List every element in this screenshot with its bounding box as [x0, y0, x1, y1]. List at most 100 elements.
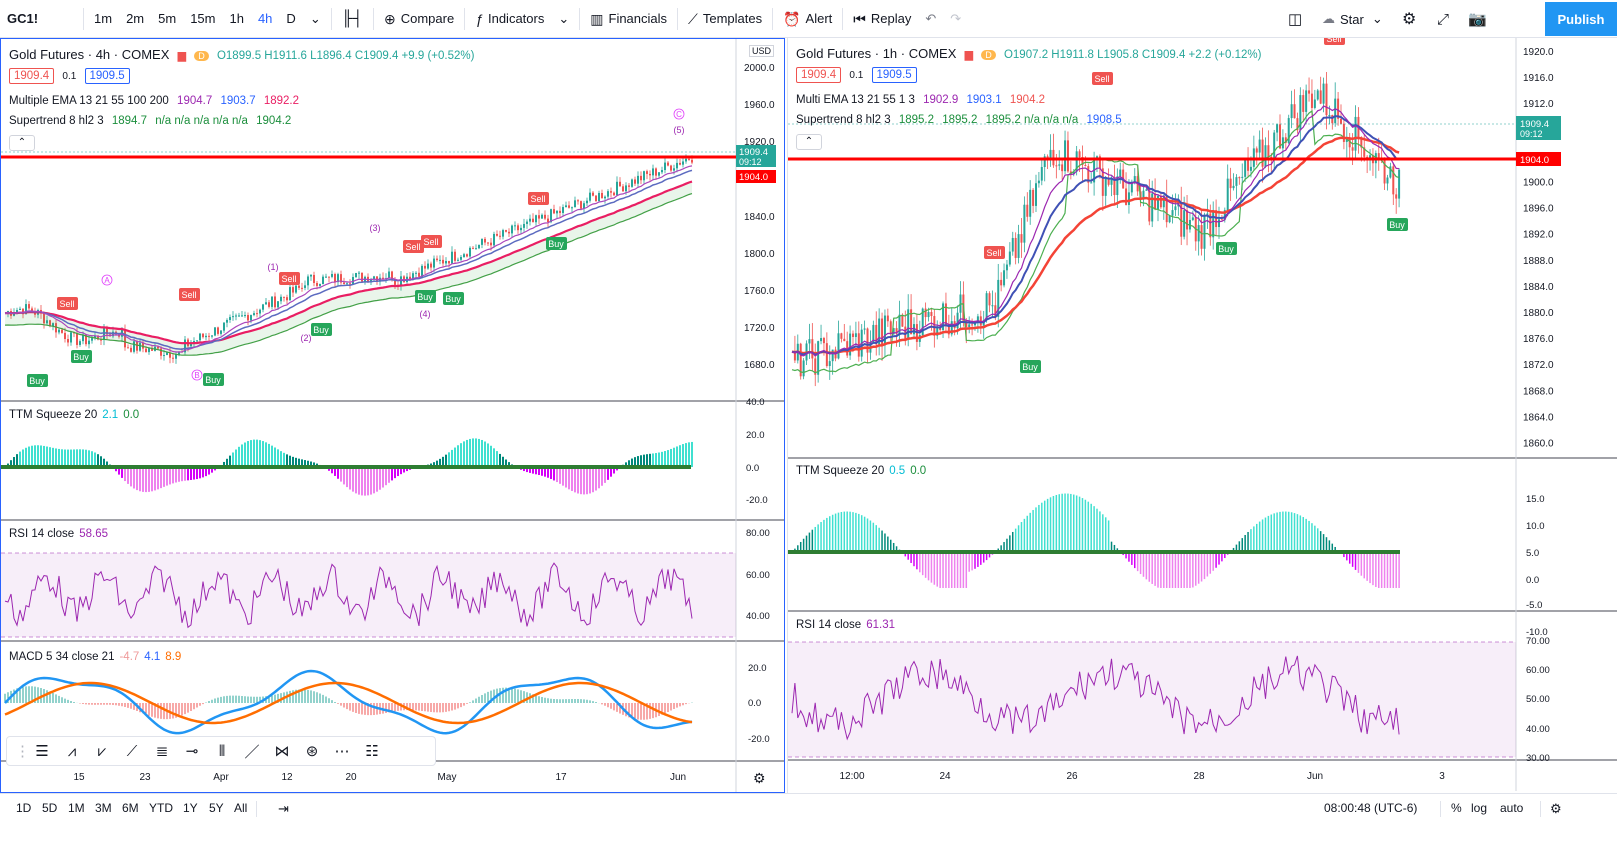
symbol-search[interactable]: GC1!	[7, 11, 39, 26]
sell-signal-badge	[1324, 38, 1345, 45]
left-axis-settings-gear-icon[interactable]: ⚙	[753, 770, 766, 786]
left-ema-legend[interactable]: Multiple EMA 13 21 55 100 200 1904.7 190…	[9, 95, 304, 107]
buy-signal-badge	[546, 237, 567, 250]
range-6m[interactable]: 6M	[122, 801, 139, 815]
buy-signal-label: Buy	[29, 376, 45, 386]
log-toggle[interactable]: log	[1471, 801, 1488, 815]
camera-icon[interactable]: 📷	[1468, 11, 1487, 28]
interval-1m[interactable]: 1m	[94, 11, 113, 26]
left-ttm-legend[interactable]: TTM Squeeze 20 2.1 0.0	[9, 409, 144, 421]
divider	[842, 7, 844, 30]
right-rsi-legend[interactable]: RSI 14 close 61.31	[796, 619, 900, 631]
alert-button[interactable]: ⏰ Alert	[776, 0, 839, 38]
interval-5m[interactable]: 5m	[158, 11, 177, 26]
right-chart-canvas[interactable]: 1920.01916.01912.01908.01904.01900.01896…	[788, 38, 1617, 793]
interval-1h[interactable]: 1h	[229, 11, 244, 26]
right-ema-legend[interactable]: Multi EMA 13 21 55 1 3 1902.9 1903.1 190…	[796, 94, 1050, 106]
range-1m[interactable]: 1M	[68, 801, 85, 815]
candle-body	[831, 349, 834, 362]
fib-icon[interactable]: ≣	[155, 743, 169, 760]
abc-wave-icon[interactable]: ⩗	[97, 742, 107, 760]
horizontal-ray-icon[interactable]: ⊸	[185, 743, 199, 760]
price-tick-label: 1912.0	[1523, 99, 1554, 110]
interval-d[interactable]: D	[286, 11, 296, 26]
right-ttm-legend[interactable]: TTM Squeeze 20 0.5 0.0	[796, 465, 931, 477]
range-3m[interactable]: 3M	[95, 801, 112, 815]
brush-icon[interactable]: ⟋	[126, 742, 138, 760]
candle-body	[556, 210, 558, 214]
ttm-tick: -10.0	[1526, 627, 1548, 638]
collapse-legend-icon[interactable]: ⌃	[796, 134, 822, 150]
candle-body	[295, 285, 297, 293]
left-chart-canvas[interactable]: 2000.01960.01920.01880.01840.01800.01760…	[1, 39, 784, 792]
range-5y[interactable]: 5Y	[209, 801, 224, 815]
candle-body	[607, 191, 609, 197]
compare-button[interactable]: ⊕ Compare	[377, 0, 461, 38]
ttm-val-1: 0.5	[889, 465, 906, 477]
ask-box[interactable]: 1909.5	[84, 68, 130, 84]
interval-15m[interactable]: 15m	[190, 11, 216, 26]
ask-box[interactable]: 1909.5	[871, 67, 917, 83]
left-symbol-title: Gold Futures · 4h · COMEX	[9, 47, 170, 62]
left-chart-pane[interactable]: 2000.01960.01920.01880.01840.01800.01760…	[0, 38, 785, 793]
candle-body	[49, 320, 51, 327]
range-ytd[interactable]: YTD	[149, 801, 173, 815]
bid-box[interactable]: 1909.4	[9, 68, 55, 84]
settings-list-icon[interactable]: ☷	[365, 743, 379, 760]
percent-toggle[interactable]: %	[1451, 801, 1462, 815]
elliott-wave-icon[interactable]: ⩘	[67, 742, 77, 760]
parallel-channel-icon[interactable]: ⋯	[334, 743, 350, 760]
horizontal-lines-icon[interactable]: ☰	[35, 743, 49, 760]
layout-icon[interactable]: ◫	[1288, 11, 1303, 28]
right-supertrend-legend[interactable]: Supertrend 8 hl2 3 1895.2 1895.2 1895.2 …	[796, 114, 1127, 126]
candle-body	[1197, 225, 1200, 242]
financials-button[interactable]: ▥ Financials	[583, 0, 674, 38]
left-supertrend-legend[interactable]: Supertrend 8 hl2 3 1894.7 n/a n/a n/a n/…	[9, 115, 296, 127]
left-rsi-legend[interactable]: RSI 14 close 58.65	[9, 528, 113, 540]
range-1y[interactable]: 1Y	[183, 801, 198, 815]
last-price-countdown: 09:12	[1520, 129, 1543, 139]
undo-icon[interactable]: ↶	[925, 10, 937, 26]
goto-date-icon[interactable]: ⇥	[278, 801, 289, 816]
range-1d[interactable]: 1D	[16, 801, 32, 815]
candle-body	[1037, 180, 1040, 184]
right-chart-pane[interactable]: 1920.01916.01912.01908.01904.01900.01896…	[787, 38, 1617, 793]
replay-button[interactable]: ⏮ Replay	[846, 0, 918, 38]
redo-icon[interactable]: ↷	[950, 10, 962, 26]
templates-button[interactable]: ⟋ Templates	[681, 0, 769, 38]
time-axis-label: 26	[1066, 771, 1078, 782]
clock-time[interactable]: 08:00:48 (UTC-6)	[1324, 801, 1418, 815]
candle-body	[822, 338, 825, 344]
drag-handle-icon[interactable]: ⋮	[15, 743, 30, 760]
candle-body	[211, 335, 213, 337]
publish-button[interactable]: Publish	[1545, 2, 1617, 36]
pattern-icon[interactable]: ⋈	[274, 743, 290, 760]
candle-body	[1093, 160, 1096, 183]
candle-body	[1334, 98, 1337, 124]
trend-line-icon[interactable]: ／	[244, 743, 260, 761]
star-button[interactable]: ☁ Star ⌄	[1322, 0, 1383, 38]
candle-body	[106, 328, 108, 335]
chart-style-icon[interactable]: ╟┤	[341, 10, 363, 27]
fullscreen-icon[interactable]: ⤢	[1437, 10, 1450, 28]
ema-21-line	[791, 115, 1400, 356]
currency-label[interactable]: USD	[749, 45, 775, 57]
supertrend-val-3: 1895.2 n/a n/a n/a	[985, 114, 1079, 126]
candle-body	[418, 272, 420, 277]
settings-gear-icon[interactable]: ⚙	[1402, 11, 1417, 28]
auto-toggle[interactable]: auto	[1500, 801, 1524, 815]
indicators-button[interactable]: ƒ Indicators ⌄	[468, 0, 576, 38]
range-5d[interactable]: 5D	[42, 801, 58, 815]
rsi-tick: 70.00	[1526, 636, 1550, 647]
interval-4h[interactable]: 4h	[257, 11, 273, 26]
settings-gear-icon[interactable]: ⚙	[1550, 801, 1562, 816]
spiral-icon[interactable]: ⊛	[305, 743, 319, 760]
interval-2m[interactable]: 2m	[126, 11, 145, 26]
collapse-legend-icon[interactable]: ⌃	[9, 135, 35, 151]
candle-body	[1354, 116, 1357, 151]
range-all[interactable]: All	[234, 801, 248, 815]
left-macd-legend[interactable]: MACD 5 34 close 21 -4.7 4.1 8.9	[9, 651, 186, 663]
bid-box[interactable]: 1909.4	[796, 67, 842, 83]
vertical-lines-icon[interactable]: ⦀	[218, 742, 226, 760]
interval-dropdown-icon[interactable]: ⌄	[309, 10, 321, 26]
